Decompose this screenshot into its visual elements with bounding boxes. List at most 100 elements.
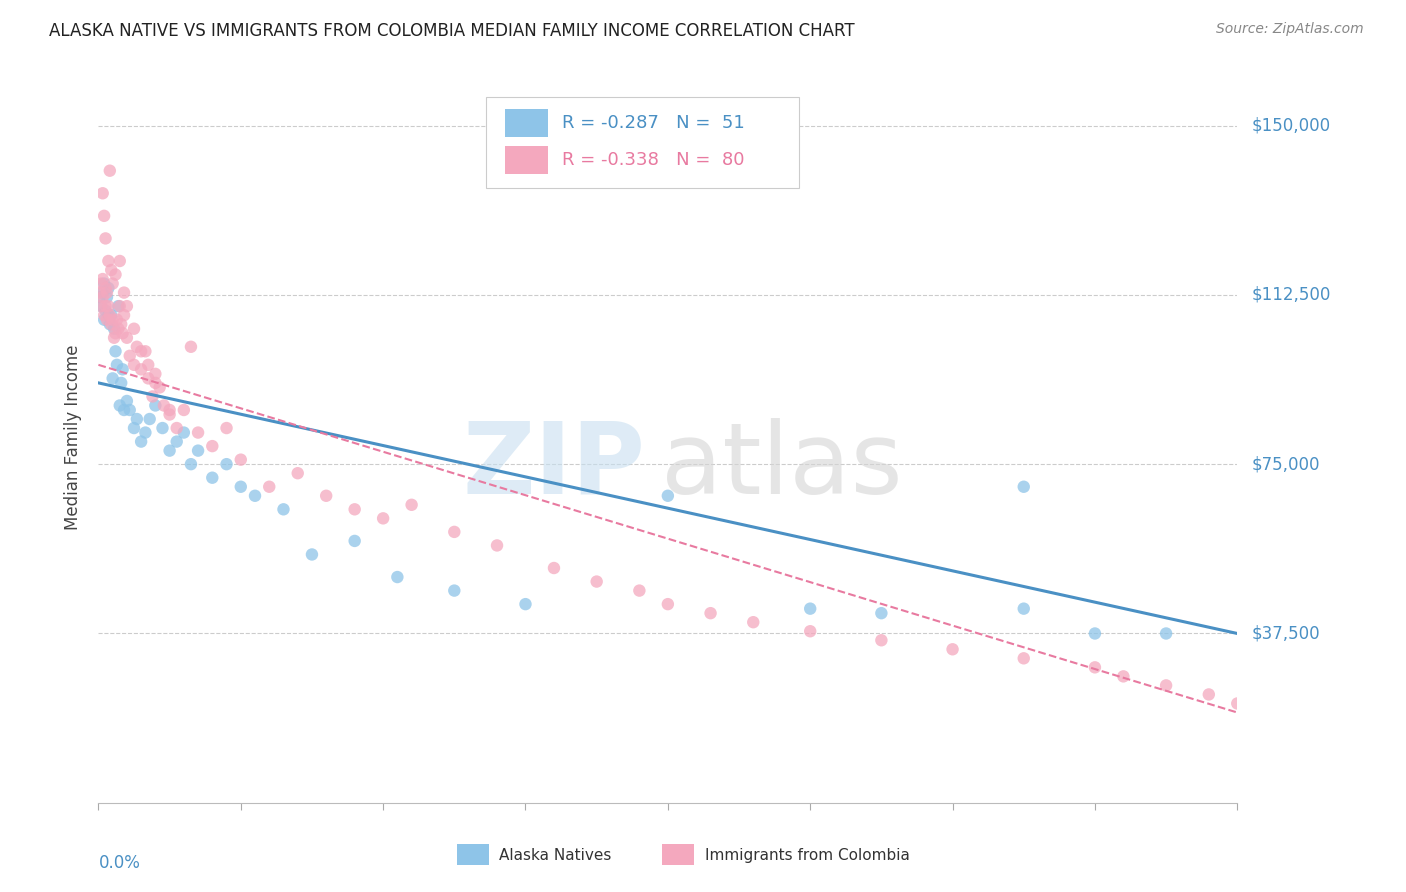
Text: Alaska Natives: Alaska Natives (499, 848, 612, 863)
Point (628, 583, 651, 598)
Y-axis label: Median Family Income: Median Family Income (65, 344, 83, 530)
Point (90, 299, 112, 313)
Text: Immigrants from Colombia: Immigrants from Colombia (706, 848, 910, 863)
Point (129, 344, 152, 359)
Point (96, 312, 118, 326)
FancyBboxPatch shape (485, 97, 799, 188)
Point (1154, 678, 1177, 692)
Point (91, 186, 114, 201)
Point (122, 421, 145, 435)
Point (799, 601, 821, 615)
Point (89, 290, 111, 304)
Point (301, 548, 323, 562)
Point (180, 457, 202, 471)
Point (1012, 601, 1035, 615)
Point (97, 281, 120, 295)
Point (101, 277, 124, 291)
Point (111, 326, 134, 341)
Point (125, 412, 148, 426)
Point (107, 299, 129, 313)
Point (93, 308, 115, 322)
Point (104, 344, 127, 359)
Point (136, 371, 159, 385)
Point (343, 502, 366, 516)
Point (122, 322, 145, 336)
Point (134, 344, 156, 359)
Point (742, 615, 765, 630)
Point (91, 290, 114, 304)
Point (100, 317, 122, 331)
Point (543, 561, 565, 575)
Point (870, 633, 893, 648)
Point (173, 425, 195, 440)
Point (942, 642, 965, 657)
Point (515, 597, 537, 611)
Text: R = -0.287   N =  51: R = -0.287 N = 51 (562, 114, 745, 132)
Text: R = -0.338   N =  80: R = -0.338 N = 80 (562, 151, 744, 169)
Point (90, 299, 112, 313)
FancyBboxPatch shape (457, 845, 489, 865)
Point (94, 299, 117, 313)
Point (1084, 660, 1107, 674)
Point (387, 570, 409, 584)
Point (97, 308, 120, 322)
Text: ZIP: ZIP (463, 417, 645, 515)
Point (90, 277, 112, 291)
Text: $150,000: $150,000 (1251, 117, 1330, 135)
Point (187, 443, 209, 458)
Point (401, 498, 423, 512)
Text: Source: ZipAtlas.com: Source: ZipAtlas.com (1216, 22, 1364, 37)
Point (94, 303, 117, 318)
Point (118, 403, 141, 417)
Point (1226, 697, 1249, 711)
Text: atlas: atlas (661, 417, 903, 515)
Point (1198, 688, 1220, 702)
Point (98, 317, 121, 331)
Point (229, 480, 252, 494)
Point (159, 408, 181, 422)
Point (93, 277, 115, 291)
Point (145, 367, 167, 381)
Point (108, 399, 131, 413)
Point (799, 624, 821, 639)
Point (105, 312, 128, 326)
Point (166, 421, 188, 435)
Point (105, 358, 128, 372)
Point (273, 502, 295, 516)
Point (1112, 669, 1135, 683)
Point (152, 421, 174, 435)
Point (91, 272, 114, 286)
Point (108, 254, 131, 268)
Point (187, 425, 209, 440)
Point (145, 399, 167, 413)
Text: $112,500: $112,500 (1251, 285, 1330, 304)
Point (259, 480, 281, 494)
Point (101, 371, 124, 385)
Point (107, 322, 129, 336)
Point (89, 285, 111, 300)
Text: $37,500: $37,500 (1251, 624, 1320, 642)
Point (173, 403, 195, 417)
Point (343, 533, 366, 548)
Point (115, 331, 138, 345)
Point (108, 299, 131, 313)
Point (104, 326, 127, 341)
Text: 0.0%: 0.0% (98, 854, 141, 872)
Point (129, 362, 152, 376)
Point (101, 312, 124, 326)
Point (112, 285, 135, 300)
Point (145, 376, 167, 390)
Point (100, 263, 122, 277)
Point (1012, 480, 1035, 494)
Point (585, 574, 607, 589)
Point (159, 403, 181, 417)
FancyBboxPatch shape (505, 146, 548, 174)
Point (115, 299, 138, 313)
Point (138, 412, 160, 426)
Point (100, 308, 122, 322)
Point (122, 358, 145, 372)
Text: ALASKA NATIVE VS IMMIGRANTS FROM COLOMBIA MEDIAN FAMILY INCOME CORRELATION CHART: ALASKA NATIVE VS IMMIGRANTS FROM COLOMBI… (49, 22, 855, 40)
Point (1084, 626, 1107, 640)
Point (201, 439, 224, 453)
Point (443, 524, 465, 539)
